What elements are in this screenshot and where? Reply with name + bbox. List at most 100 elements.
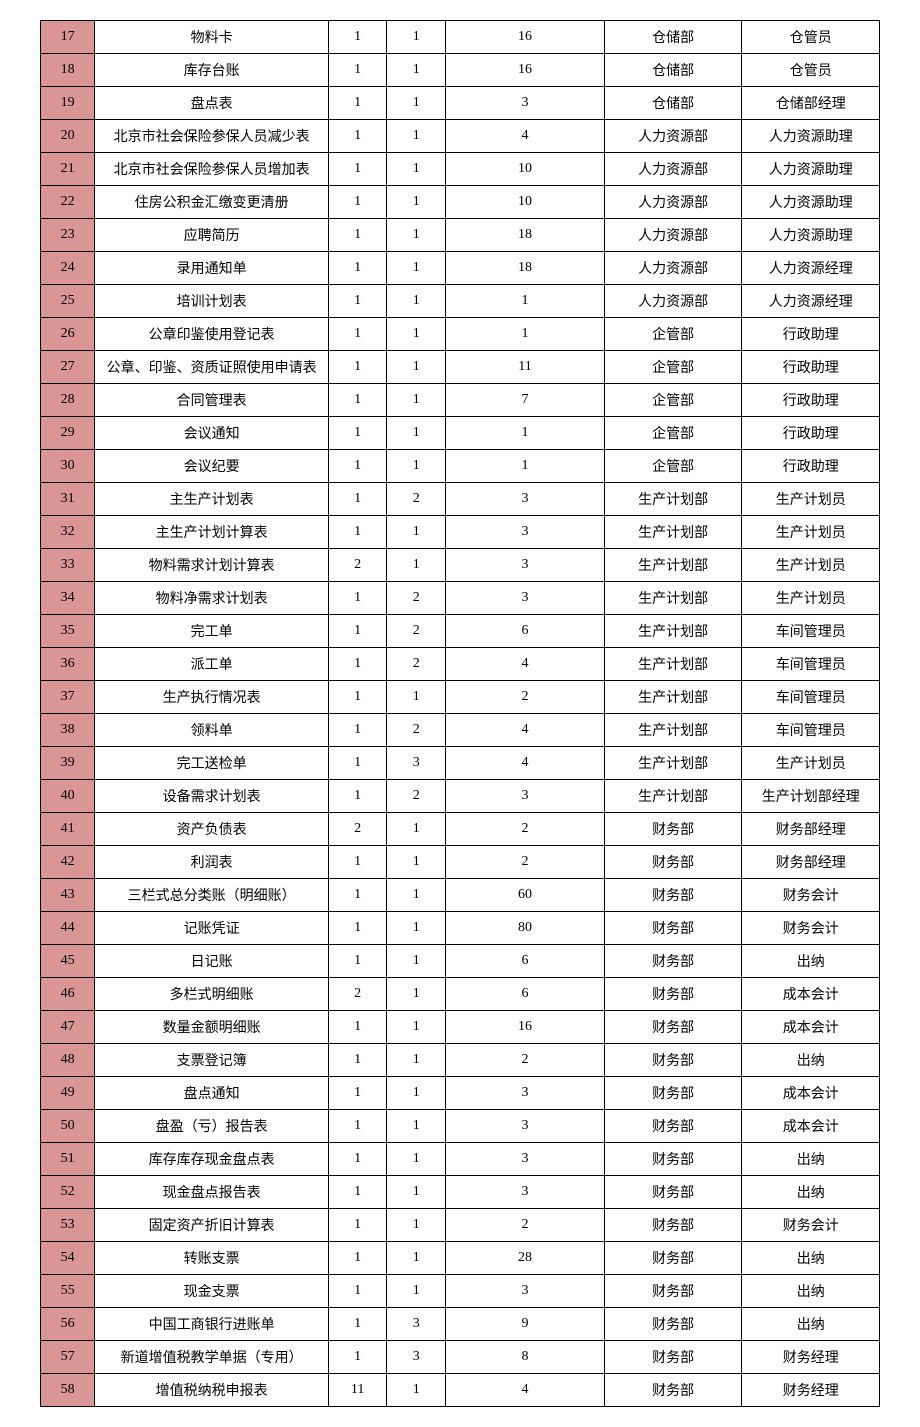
role-cell: 财务部经理: [742, 813, 880, 846]
dept-cell: 企管部: [604, 450, 742, 483]
col1-cell: 1: [328, 912, 387, 945]
dept-cell: 财务部: [604, 846, 742, 879]
dept-cell: 人力资源部: [604, 285, 742, 318]
dept-cell: 财务部: [604, 1176, 742, 1209]
col2-cell: 1: [387, 912, 446, 945]
row-index-cell: 40: [41, 780, 95, 813]
table-row: 45日记账116财务部出纳: [41, 945, 880, 978]
dept-cell: 财务部: [604, 1242, 742, 1275]
doc-name-cell: 日记账: [95, 945, 328, 978]
role-cell: 出纳: [742, 1275, 880, 1308]
table-row: 44记账凭证1180财务部财务会计: [41, 912, 880, 945]
row-index-cell: 27: [41, 351, 95, 384]
col2-cell: 2: [387, 714, 446, 747]
col1-cell: 1: [328, 1341, 387, 1374]
col2-cell: 1: [387, 1374, 446, 1407]
col3-cell: 4: [446, 120, 605, 153]
role-cell: 财务会计: [742, 912, 880, 945]
col2-cell: 1: [387, 1143, 446, 1176]
col2-cell: 1: [387, 945, 446, 978]
role-cell: 成本会计: [742, 1011, 880, 1044]
col2-cell: 2: [387, 483, 446, 516]
col1-cell: 1: [328, 483, 387, 516]
table-row: 18库存台账1116仓储部仓管员: [41, 54, 880, 87]
row-index-cell: 33: [41, 549, 95, 582]
row-index-cell: 46: [41, 978, 95, 1011]
col2-cell: 1: [387, 681, 446, 714]
row-index-cell: 25: [41, 285, 95, 318]
doc-name-cell: 盘点通知: [95, 1077, 328, 1110]
role-cell: 仓储部经理: [742, 87, 880, 120]
col1-cell: 1: [328, 219, 387, 252]
col1-cell: 2: [328, 549, 387, 582]
row-index-cell: 42: [41, 846, 95, 879]
col3-cell: 4: [446, 1374, 605, 1407]
col1-cell: 1: [328, 1044, 387, 1077]
col1-cell: 1: [328, 351, 387, 384]
row-index-cell: 43: [41, 879, 95, 912]
col3-cell: 16: [446, 1011, 605, 1044]
role-cell: 出纳: [742, 1143, 880, 1176]
col3-cell: 1: [446, 417, 605, 450]
dept-cell: 生产计划部: [604, 615, 742, 648]
col3-cell: 8: [446, 1341, 605, 1374]
role-cell: 财务会计: [742, 1209, 880, 1242]
row-index-cell: 39: [41, 747, 95, 780]
row-index-cell: 56: [41, 1308, 95, 1341]
row-index-cell: 41: [41, 813, 95, 846]
col3-cell: 1: [446, 450, 605, 483]
table-row: 31主生产计划表123生产计划部生产计划员: [41, 483, 880, 516]
col3-cell: 28: [446, 1242, 605, 1275]
col2-cell: 1: [387, 87, 446, 120]
doc-name-cell: 转账支票: [95, 1242, 328, 1275]
col1-cell: 1: [328, 54, 387, 87]
col1-cell: 1: [328, 186, 387, 219]
doc-name-cell: 物料需求计划计算表: [95, 549, 328, 582]
col1-cell: 1: [328, 120, 387, 153]
role-cell: 车间管理员: [742, 714, 880, 747]
col2-cell: 1: [387, 318, 446, 351]
row-index-cell: 30: [41, 450, 95, 483]
dept-cell: 财务部: [604, 1110, 742, 1143]
role-cell: 仓管员: [742, 21, 880, 54]
col2-cell: 1: [387, 1242, 446, 1275]
role-cell: 出纳: [742, 1176, 880, 1209]
col1-cell: 1: [328, 252, 387, 285]
col3-cell: 16: [446, 21, 605, 54]
doc-name-cell: 生产执行情况表: [95, 681, 328, 714]
col2-cell: 1: [387, 219, 446, 252]
role-cell: 车间管理员: [742, 648, 880, 681]
col1-cell: 1: [328, 87, 387, 120]
col2-cell: 1: [387, 549, 446, 582]
table-row: 30会议纪要111企管部行政助理: [41, 450, 880, 483]
col2-cell: 1: [387, 186, 446, 219]
row-index-cell: 24: [41, 252, 95, 285]
col2-cell: 1: [387, 120, 446, 153]
row-index-cell: 34: [41, 582, 95, 615]
col3-cell: 4: [446, 648, 605, 681]
row-index-cell: 19: [41, 87, 95, 120]
row-index-cell: 48: [41, 1044, 95, 1077]
role-cell: 车间管理员: [742, 681, 880, 714]
col3-cell: 3: [446, 1275, 605, 1308]
doc-name-cell: 合同管理表: [95, 384, 328, 417]
role-cell: 成本会计: [742, 1077, 880, 1110]
dept-cell: 人力资源部: [604, 219, 742, 252]
table-row: 41资产负债表212财务部财务部经理: [41, 813, 880, 846]
col1-cell: 1: [328, 582, 387, 615]
col2-cell: 1: [387, 21, 446, 54]
table-row: 38领料单124生产计划部车间管理员: [41, 714, 880, 747]
col2-cell: 2: [387, 582, 446, 615]
role-cell: 财务会计: [742, 879, 880, 912]
doc-name-cell: 主生产计划表: [95, 483, 328, 516]
col3-cell: 1: [446, 318, 605, 351]
col2-cell: 1: [387, 1011, 446, 1044]
doc-name-cell: 北京市社会保险参保人员减少表: [95, 120, 328, 153]
col2-cell: 1: [387, 516, 446, 549]
table-row: 20北京市社会保险参保人员减少表114人力资源部人力资源助理: [41, 120, 880, 153]
doc-name-cell: 培训计划表: [95, 285, 328, 318]
table-row: 23应聘简历1118人力资源部人力资源助理: [41, 219, 880, 252]
col1-cell: 1: [328, 780, 387, 813]
col3-cell: 3: [446, 780, 605, 813]
row-index-cell: 20: [41, 120, 95, 153]
